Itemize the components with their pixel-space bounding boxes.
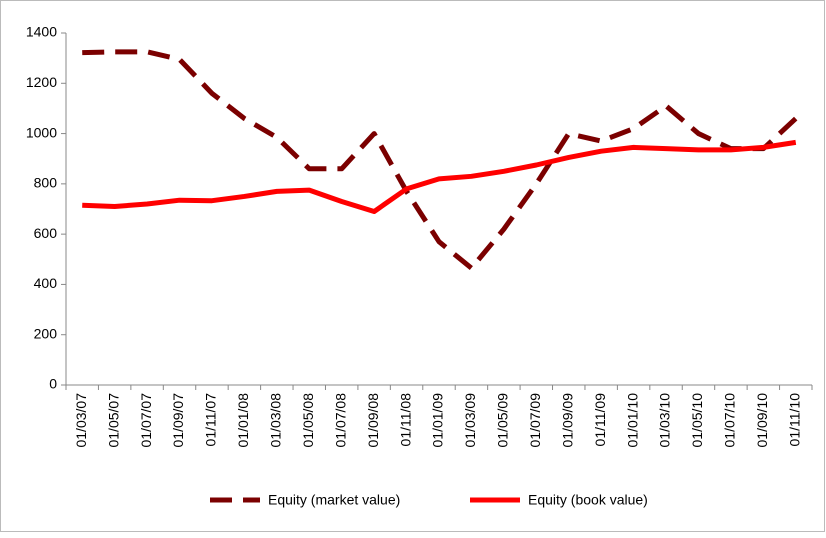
legend-label: Equity (book value) bbox=[528, 492, 648, 508]
x-tick-label: 01/05/07 bbox=[105, 393, 121, 448]
x-tick-label: 01/07/07 bbox=[138, 393, 154, 448]
x-tick-label: 01/01/10 bbox=[624, 393, 640, 448]
y-tick-label: 1200 bbox=[26, 74, 57, 90]
x-tick-label: 01/11/10 bbox=[786, 393, 802, 447]
x-tick-label: 01/07/08 bbox=[332, 393, 348, 448]
x-tick-label: 01/01/09 bbox=[430, 393, 446, 448]
x-tick-label: 01/03/09 bbox=[462, 393, 478, 448]
x-tick-label: 01/03/10 bbox=[657, 393, 673, 448]
y-tick-label: 1000 bbox=[26, 124, 57, 140]
x-tick-label: 01/03/07 bbox=[73, 393, 89, 448]
y-tick-label: 400 bbox=[34, 275, 58, 291]
x-tick-label: 01/05/09 bbox=[495, 393, 511, 448]
x-tick-label: 01/01/08 bbox=[235, 393, 251, 448]
x-tick-label: 01/09/07 bbox=[170, 393, 186, 448]
y-tick-label: 600 bbox=[34, 225, 58, 241]
series-line bbox=[82, 49, 798, 271]
x-tick-label: 01/09/09 bbox=[559, 393, 575, 448]
y-tick-label: 0 bbox=[49, 376, 57, 392]
y-tick-label: 200 bbox=[34, 325, 58, 341]
y-tick-label: 1400 bbox=[26, 24, 57, 40]
x-tick-label: 01/11/09 bbox=[592, 393, 608, 447]
x-tick-label: 01/09/08 bbox=[365, 393, 381, 448]
x-tick-label: 01/09/10 bbox=[754, 393, 770, 448]
legend-label: Equity (market value) bbox=[268, 492, 400, 508]
series-line bbox=[82, 139, 797, 215]
x-tick-label: 01/05/08 bbox=[300, 393, 316, 448]
x-tick-label: 01/05/10 bbox=[689, 393, 705, 448]
x-tick-label: 01/11/08 bbox=[397, 393, 413, 447]
x-tick-label: 01/03/08 bbox=[268, 393, 284, 448]
x-tick-label: 01/11/07 bbox=[203, 393, 219, 447]
x-tick-label: 01/07/09 bbox=[527, 393, 543, 448]
y-tick-label: 800 bbox=[34, 175, 58, 191]
x-tick-label: 01/07/10 bbox=[722, 393, 738, 448]
